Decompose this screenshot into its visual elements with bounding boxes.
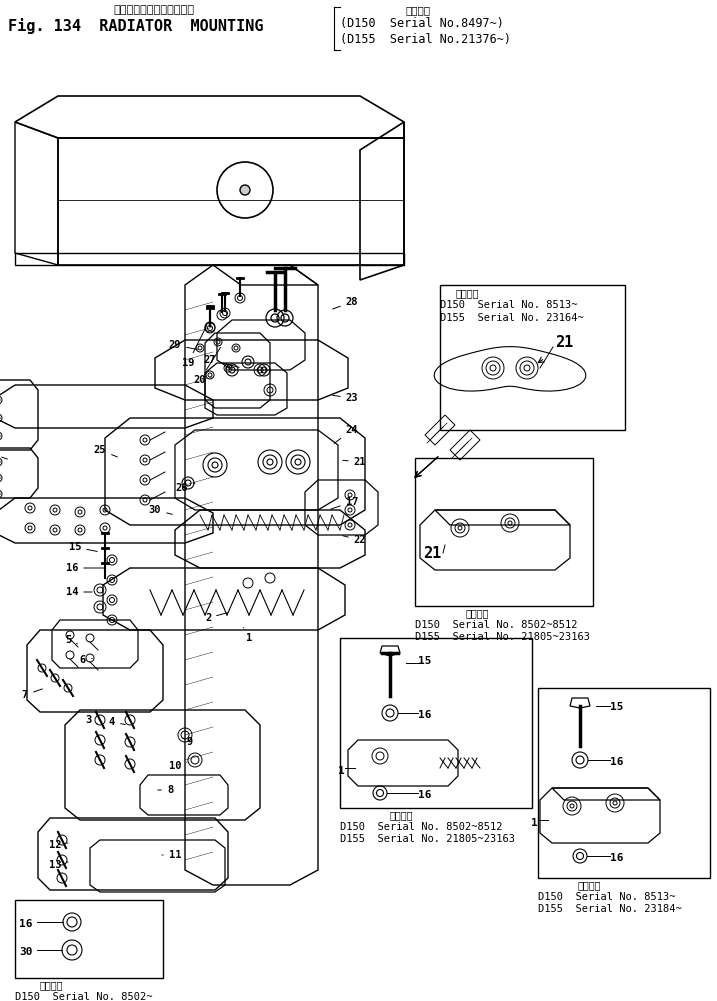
Text: D150  Serial No. 8502~: D150 Serial No. 8502~	[15, 992, 153, 1001]
Text: 17: 17	[331, 497, 358, 510]
Text: 16: 16	[610, 853, 624, 863]
Bar	[15, 900, 163, 978]
Text: 3: 3	[85, 715, 98, 725]
Text: 23: 23	[333, 393, 358, 403]
Circle shape	[240, 185, 250, 195]
Text: 13: 13	[49, 860, 68, 870]
Text: 26: 26	[176, 483, 195, 493]
Text: 5: 5	[65, 635, 77, 645]
Text: D155  Serial No. 21805~23163: D155 Serial No. 21805~23163	[415, 632, 590, 642]
Text: 16: 16	[19, 919, 32, 929]
Text: (D155  Serial No.21376~): (D155 Serial No.21376~)	[340, 33, 511, 46]
Text: Fig. 134  RADIATOR  MOUNTING: Fig. 134 RADIATOR MOUNTING	[8, 18, 264, 34]
Text: 30: 30	[19, 947, 32, 957]
Text: (D150  Serial No.8497~): (D150 Serial No.8497~)	[340, 17, 504, 30]
Text: D150  Serial No. 8513~: D150 Serial No. 8513~	[440, 300, 577, 310]
Text: 8: 8	[158, 785, 173, 795]
Text: 12: 12	[49, 840, 68, 850]
Text: 15: 15	[69, 542, 98, 552]
Text: 15: 15	[610, 702, 624, 712]
Text: 21: 21	[423, 546, 441, 561]
Text: 20: 20	[194, 347, 221, 385]
Text: 11: 11	[162, 850, 181, 860]
Text: 適用号機: 適用号機	[40, 980, 64, 990]
Bar	[415, 458, 593, 606]
Text: 1: 1	[243, 628, 252, 643]
Text: 4: 4	[109, 717, 125, 727]
Text: 15: 15	[418, 656, 432, 666]
Text: 適用号機: 適用号機	[405, 5, 430, 15]
Text: D150  Serial No. 8502~8512: D150 Serial No. 8502~8512	[340, 822, 503, 832]
Text: 16: 16	[418, 790, 432, 800]
Text: 2: 2	[205, 613, 227, 623]
Text: D155  Serial No. 23184~: D155 Serial No. 23184~	[538, 904, 682, 914]
Text: 30: 30	[148, 505, 172, 515]
Text: 16: 16	[418, 710, 432, 720]
Text: 9: 9	[183, 737, 193, 747]
Text: 14: 14	[66, 587, 92, 597]
Text: 1: 1	[338, 766, 345, 776]
Text: ラジエータマウンティング: ラジエータマウンティング	[113, 5, 194, 15]
Text: 22: 22	[343, 535, 366, 545]
Bar	[440, 285, 625, 430]
Bar	[538, 688, 710, 878]
Text: 25: 25	[94, 445, 118, 457]
Text: 7: 7	[22, 689, 42, 700]
Text: D150  Serial No. 8502~8512: D150 Serial No. 8502~8512	[415, 620, 577, 630]
Text: 1: 1	[531, 818, 538, 828]
Text: 6: 6	[80, 655, 92, 665]
Text: 29: 29	[168, 340, 197, 350]
Text: D155  Serial No. 21805~23163: D155 Serial No. 21805~23163	[340, 834, 515, 844]
Text: 適用号機: 適用号機	[390, 810, 414, 820]
Text: 16: 16	[610, 757, 624, 767]
Text: 18: 18	[0, 448, 7, 459]
Text: 27: 27	[204, 355, 239, 367]
Text: 28: 28	[333, 297, 358, 309]
Text: 21: 21	[343, 457, 366, 467]
Text: D155  Serial No. 23164~: D155 Serial No. 23164~	[440, 313, 584, 323]
Text: 適用号機: 適用号機	[578, 880, 602, 890]
Text: 16: 16	[66, 563, 104, 573]
Text: 21: 21	[555, 335, 574, 350]
Text: 適用号機: 適用号機	[465, 608, 488, 618]
Text: 適用号機: 適用号機	[455, 288, 478, 298]
Text: 19: 19	[181, 325, 206, 368]
Bar	[340, 638, 532, 808]
Text: D150  Serial No. 8513~: D150 Serial No. 8513~	[538, 892, 675, 902]
Text: 24: 24	[334, 425, 358, 443]
Text: 10: 10	[168, 761, 187, 771]
